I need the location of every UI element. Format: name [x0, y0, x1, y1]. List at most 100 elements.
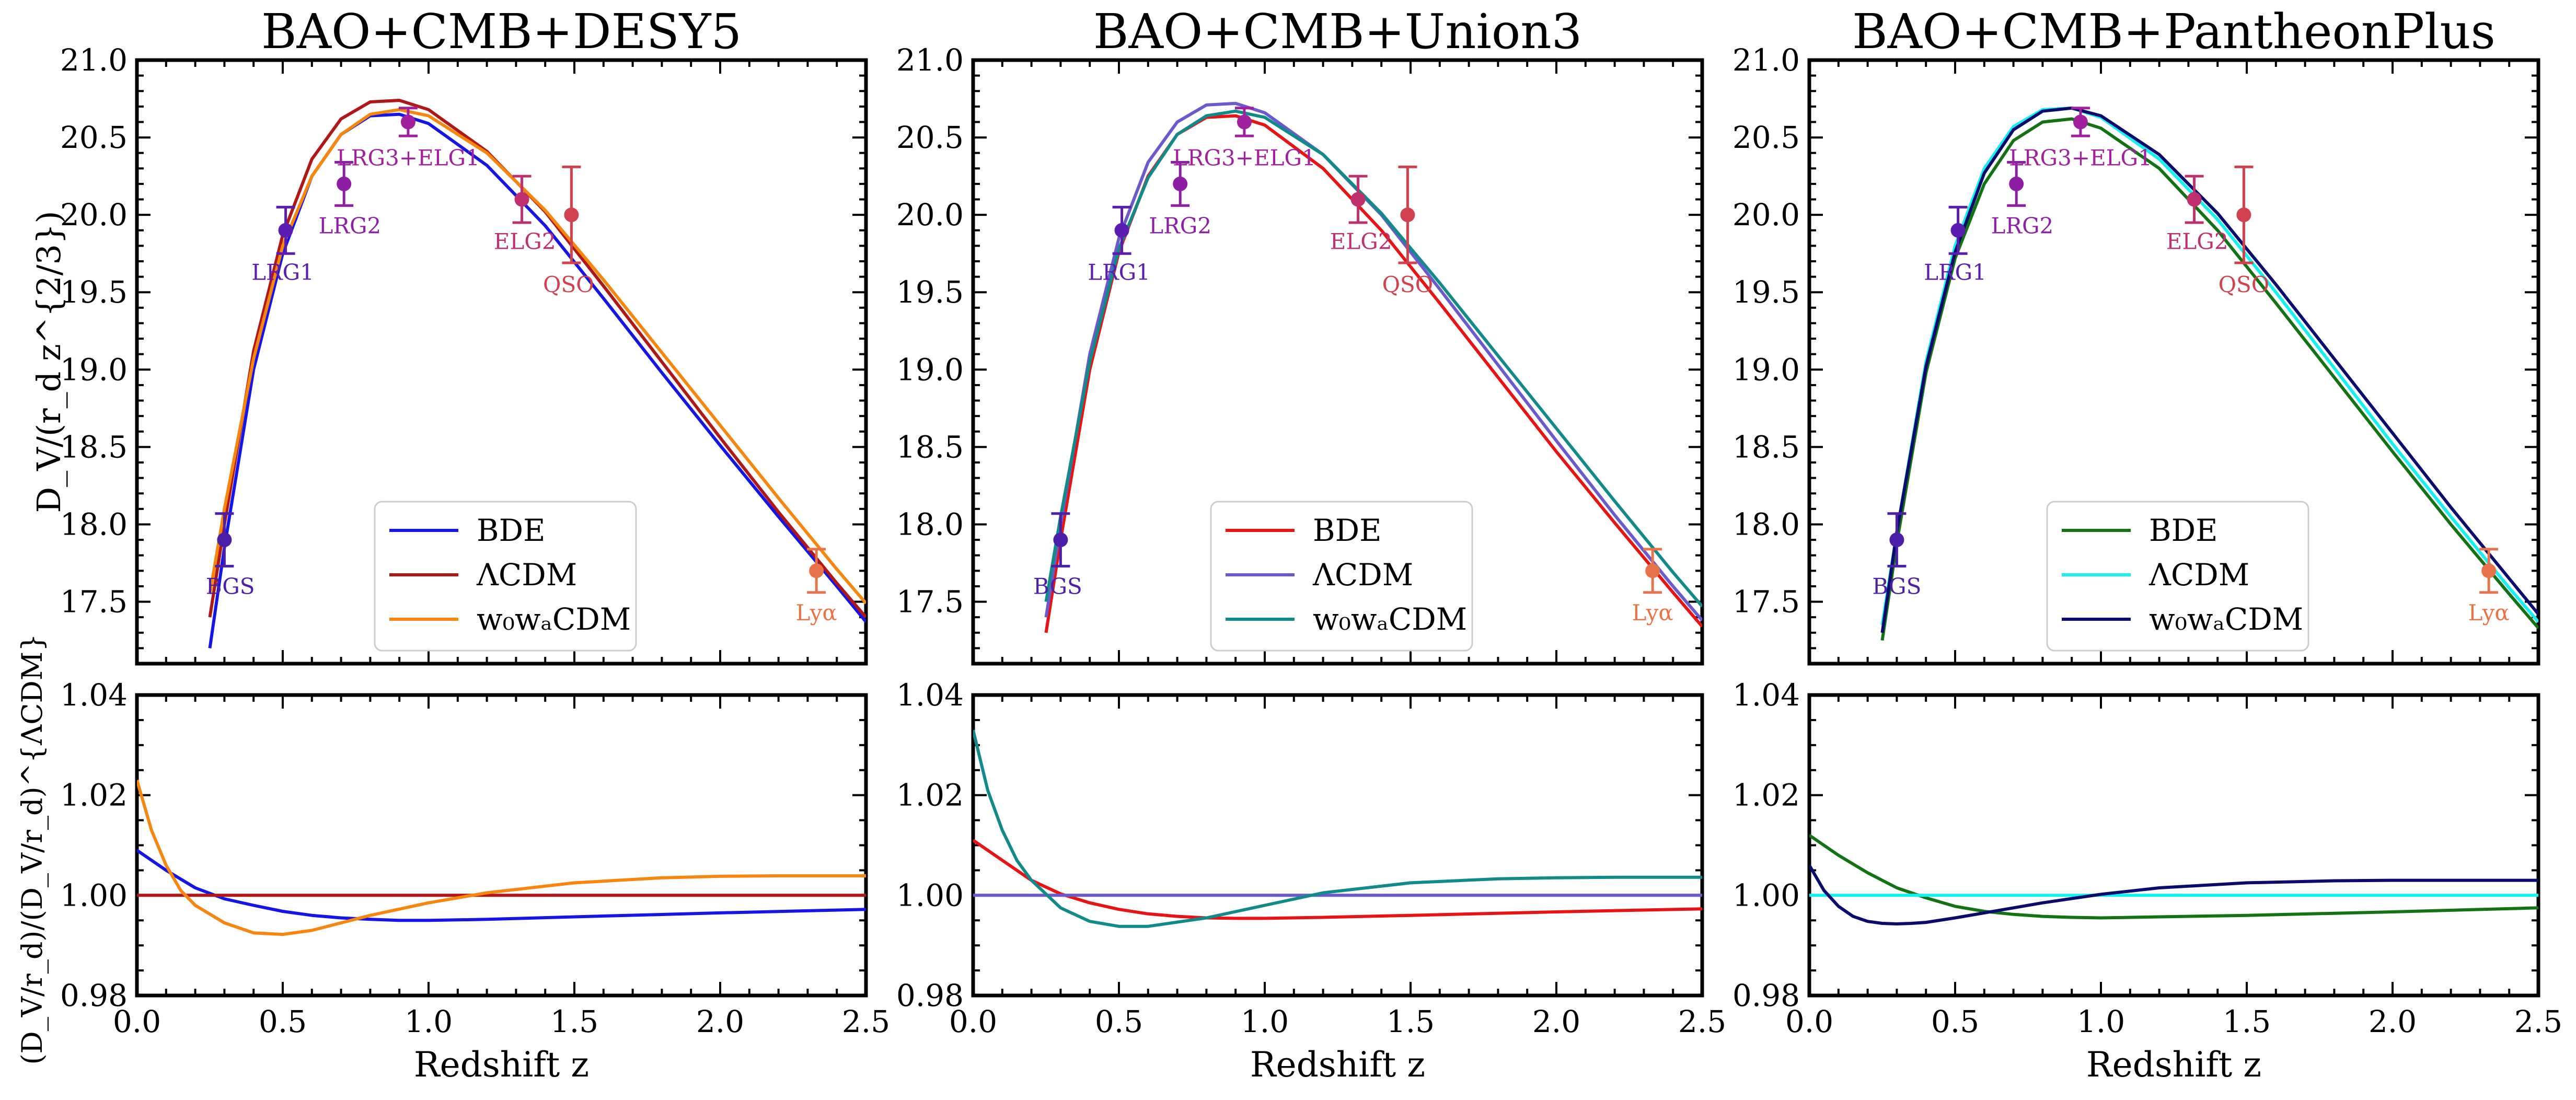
x-tick-label: 0.0	[1785, 1004, 1833, 1039]
data-point-label: LRG1	[251, 260, 314, 285]
y-tick-label: 1.02	[60, 778, 128, 813]
legend: BDE ΛCDM w₀wₐCDM	[2046, 501, 2309, 652]
data-point	[809, 563, 824, 578]
data-point-label: ELG2	[494, 228, 556, 254]
ratio-line-1	[973, 839, 1702, 920]
bottom-axes-frame	[135, 693, 868, 998]
bottom-axes-frame	[1807, 693, 2540, 998]
legend-box	[1210, 501, 1473, 652]
x-tick-label: 1.0	[405, 1004, 453, 1039]
data-point	[1237, 114, 1252, 130]
ratio-series-group	[1809, 833, 2538, 925]
legend-box	[374, 501, 637, 652]
data-point-label: QSO	[1382, 272, 1434, 297]
x-tick-label: 1.5	[550, 1004, 598, 1039]
data-point	[1114, 223, 1129, 238]
x-tick-label: 0.5	[1931, 1004, 1979, 1039]
legend-box	[2046, 501, 2309, 652]
data-point-label: Lyα	[796, 600, 837, 626]
y-tick-label: 1.04	[896, 677, 964, 713]
panel-title: BAO+CMB+PantheonPlus	[1852, 4, 2496, 60]
data-point-label: QSO	[543, 272, 594, 297]
y-tick-label: 18.5	[60, 429, 128, 465]
y-tick-label: 19.0	[60, 352, 128, 387]
data-point-label: Lyα	[1632, 600, 1673, 626]
y-tick-label: 1.00	[896, 877, 964, 913]
legend-label: ΛCDM	[476, 557, 577, 593]
data-point-label: LRG2	[1991, 213, 2053, 239]
y-tick-label: 17.5	[60, 584, 128, 620]
y-tick-label: 1.00	[60, 877, 128, 913]
y-tick-label: 20.0	[896, 197, 964, 233]
data-point-label: BGS	[206, 574, 255, 599]
y-tick-label: 20.5	[60, 120, 128, 155]
data-point-label: ELG2	[1330, 228, 1392, 254]
x-tick-label: 2.0	[696, 1004, 744, 1039]
y-tick-label: 20.5	[896, 120, 964, 155]
top-axes-frame	[1807, 58, 2540, 666]
data-point	[2187, 192, 2202, 207]
data-point	[278, 223, 293, 238]
y-tick-label: 1.02	[1732, 778, 1800, 813]
y-tick-label: 20.0	[60, 197, 128, 233]
y-tick-label: 17.5	[896, 584, 964, 620]
data-point	[1173, 176, 1188, 191]
y-axis-label-bottom: (D_V/r_d)/(D_V/r_d)^{ΛCDM}	[16, 633, 49, 1064]
legend-label: BDE	[2149, 513, 2217, 548]
data-point	[2236, 207, 2251, 223]
legend-label: BDE	[1313, 513, 1381, 548]
y-tick-label: 1.04	[1732, 677, 1800, 713]
legend: BDE ΛCDM w₀wₐCDM	[374, 501, 637, 652]
y-tick-label: 19.5	[1732, 274, 1800, 310]
legend-label: w₀wₐCDM	[1313, 601, 1467, 637]
legend-label: ΛCDM	[2148, 557, 2249, 593]
top-series-group	[1880, 106, 2538, 641]
y-tick-label: 19.0	[1732, 352, 1800, 387]
top-series-group	[1044, 101, 1702, 633]
y-tick-label: 1.00	[1732, 877, 1800, 913]
y-tick-label: 18.0	[60, 506, 128, 542]
y-tick-label: 18.5	[1732, 429, 1800, 465]
data-point-label: LRG3+ELG1	[337, 145, 480, 170]
y-axis-label-top: D_V/(r_d z^{2/3})	[30, 211, 68, 513]
data-point	[1350, 192, 1366, 207]
y-tick-label: 19.5	[60, 274, 128, 310]
series-line-2	[208, 99, 866, 619]
legend-label: w₀wₐCDM	[2149, 601, 2303, 637]
data-point-label: BGS	[1872, 574, 1921, 599]
data-point	[1400, 207, 1415, 223]
ratio-series-group	[137, 780, 866, 936]
x-tick-label: 0.5	[259, 1004, 307, 1039]
data-point-label: LRG2	[318, 213, 381, 239]
panel-title: BAO+CMB+Union3	[1093, 4, 1582, 60]
panel-2: BAO+CMB+Union3 0.0 0.5 1.0 1.5 2.0 2.5 Redshift…	[896, 4, 1726, 1085]
panel-3: BAO+CMB+PantheonPlus 0.0 0.5 1.0 1.5 2.0 2.5 Re…	[1732, 4, 2562, 1085]
data-point-label: Lyα	[2468, 600, 2510, 626]
data-point-label: LRG3+ELG1	[2009, 145, 2152, 170]
panel-1: BAO+CMB+DESY5 0.0 0.5 1.0 1.5 2.0 2.5 Redshift …	[60, 4, 890, 1085]
x-tick-label: 0.0	[113, 1004, 161, 1039]
data-point-label: LRG1	[1924, 260, 1986, 285]
y-tick-label: 19.0	[896, 352, 964, 387]
data-point-label: QSO	[2219, 272, 2270, 297]
y-tick-label: 21.0	[60, 42, 128, 78]
x-tick-label: 0.5	[1095, 1004, 1143, 1039]
panel-title: BAO+CMB+DESY5	[261, 4, 742, 60]
x-tick-label: 1.0	[2077, 1004, 2125, 1039]
ratio-line-1	[137, 849, 866, 922]
x-tick-label: 2.5	[1678, 1004, 1726, 1039]
x-axis-label: Redshift z	[1250, 1045, 1425, 1085]
ratio-line-1	[1809, 833, 2538, 920]
y-tick-label: 21.0	[1732, 42, 1800, 78]
legend: BDE ΛCDM w₀wₐCDM	[1210, 501, 1473, 652]
y-tick-label: 20.5	[1732, 120, 1800, 155]
legend-label: ΛCDM	[1312, 557, 1413, 593]
y-tick-label: 0.98	[60, 978, 128, 1013]
data-point-label: LRG1	[1088, 260, 1150, 285]
data-point-label: LRG3+ELG1	[1173, 145, 1316, 170]
ratio-line-3	[973, 730, 1702, 928]
data-point	[1053, 532, 1068, 548]
data-point	[1950, 223, 1966, 238]
